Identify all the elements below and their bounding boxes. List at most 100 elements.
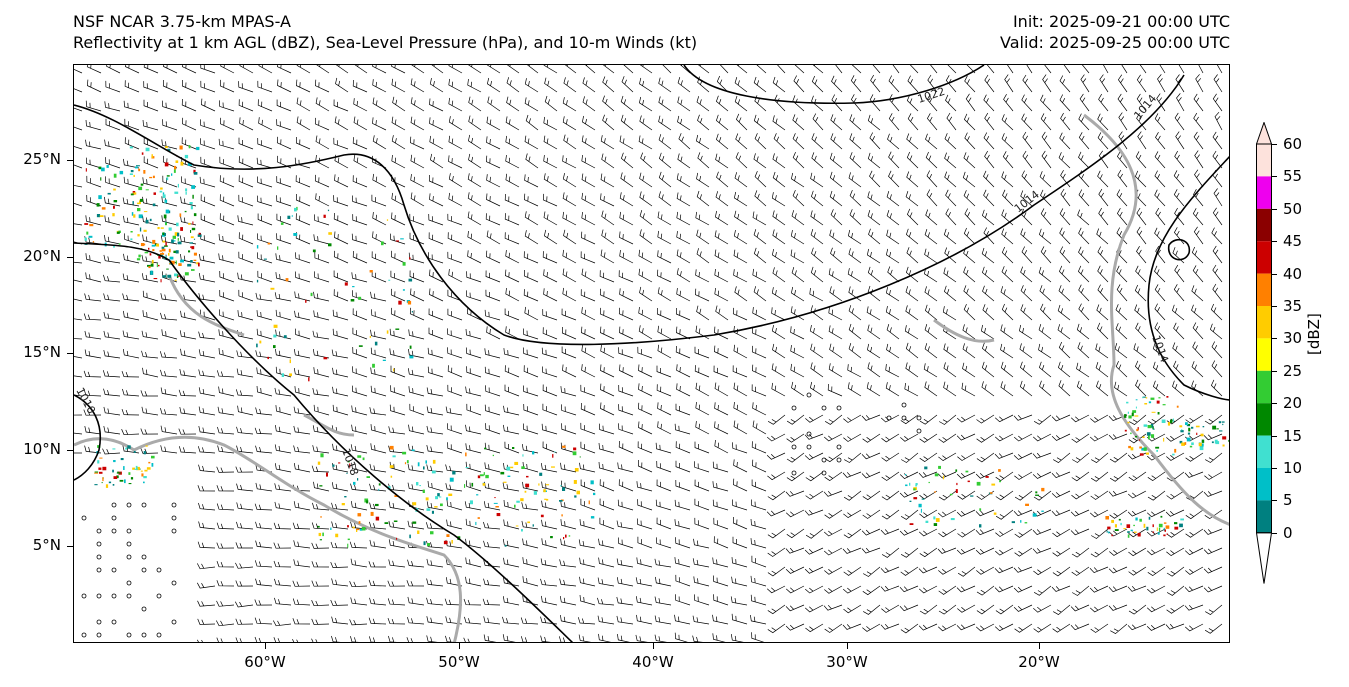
radar-echo	[197, 234, 202, 237]
radar-echo	[1114, 524, 1117, 528]
radar-echo	[1126, 401, 1129, 404]
isobar-label-1010: 1010	[74, 385, 98, 416]
calm-circle	[141, 554, 147, 560]
map-panel: 1022 1018 1014 1014 1014 1010	[73, 64, 1230, 643]
radar-echo	[283, 335, 287, 339]
radar-echo	[153, 192, 156, 195]
radar-echo	[174, 165, 177, 170]
radar-echo	[133, 192, 137, 195]
radar-echo	[129, 173, 133, 175]
radar-echo	[318, 532, 322, 537]
radar-echo	[191, 185, 195, 189]
radar-echo	[138, 168, 141, 172]
calm-circle	[126, 580, 132, 586]
radar-echo	[514, 504, 516, 508]
radar-echo	[157, 227, 160, 230]
radar-echo	[933, 516, 936, 520]
radar-echo	[162, 192, 165, 195]
radar-echo	[438, 496, 442, 498]
radar-echo	[347, 525, 349, 528]
radar-echo	[993, 512, 997, 515]
radar-echo	[389, 465, 394, 468]
radar-echo	[1156, 527, 1158, 531]
radar-echo	[273, 345, 276, 349]
calm-circle	[96, 593, 102, 599]
model-title: NSF NCAR 3.75-km MPAS-A	[73, 12, 291, 31]
radar-echo	[177, 183, 179, 188]
lon-label-20w: 20°W	[1018, 653, 1060, 671]
radar-echo	[99, 471, 103, 474]
radar-echo	[446, 534, 450, 537]
radar-echo	[141, 473, 144, 477]
radar-echo	[179, 213, 182, 217]
radar-echo	[184, 210, 187, 213]
radar-echo	[1142, 396, 1147, 398]
radar-echo	[128, 483, 132, 485]
colorbar-label: 45	[1283, 232, 1303, 251]
colorbar-segment	[1256, 338, 1272, 371]
radar-echo	[357, 478, 359, 481]
radar-echo	[431, 470, 436, 474]
radar-echo	[1215, 441, 1220, 445]
radar-echo	[1167, 422, 1171, 426]
radar-echo	[1128, 445, 1131, 449]
radar-echo	[196, 146, 200, 151]
radar-echo	[116, 472, 121, 474]
radar-echo	[145, 147, 150, 152]
radar-echo	[158, 255, 161, 259]
colorbar-segment	[1256, 468, 1272, 501]
radar-echo	[178, 263, 182, 266]
colorbar-tick	[1272, 306, 1277, 307]
radar-echo	[322, 532, 324, 537]
radar-echo	[506, 466, 511, 471]
radar-echo	[94, 472, 99, 474]
radar-echo	[152, 239, 156, 244]
radar-echo	[166, 177, 169, 181]
radar-echo	[86, 231, 89, 235]
radar-echo	[554, 451, 556, 453]
coastline-islands-east	[933, 318, 995, 343]
radar-echo	[533, 491, 537, 495]
radar-echo	[915, 484, 917, 487]
radar-echo	[1188, 423, 1191, 426]
radar-echo	[174, 279, 177, 281]
calm-wind-circles	[81, 392, 922, 638]
radar-echo	[151, 154, 153, 158]
radar-echo	[193, 213, 197, 217]
radar-echo	[989, 492, 993, 494]
radar-echo	[118, 243, 121, 245]
colorbar-tick	[1272, 241, 1277, 243]
radar-echo	[256, 245, 259, 249]
radar-echo	[190, 236, 194, 239]
calm-circle	[171, 502, 177, 508]
coastline-africa	[1083, 113, 1229, 526]
radar-echo	[162, 194, 166, 199]
radar-echo	[471, 482, 474, 487]
radar-echo	[167, 274, 172, 278]
radar-echo	[161, 248, 166, 252]
radar-echo	[148, 247, 150, 250]
radar-echo	[116, 231, 120, 234]
radar-echo	[164, 199, 168, 203]
radar-echo	[417, 462, 420, 467]
radar-echo	[173, 240, 176, 242]
radar-echo	[323, 357, 328, 360]
radar-echo	[130, 238, 133, 241]
radar-echo	[263, 258, 267, 260]
valid-time: Valid: 2025-09-25 00:00 UTC	[999, 33, 1230, 52]
coastline-south-america	[74, 435, 463, 642]
radar-echo	[319, 485, 323, 487]
lat-label-15n: 15°N	[23, 343, 61, 361]
radar-echo	[116, 475, 119, 479]
radar-echo	[1106, 530, 1108, 533]
radar-echo	[493, 502, 498, 504]
radar-echo	[510, 466, 514, 469]
radar-echo	[1181, 442, 1185, 446]
isobar-1014	[1147, 155, 1229, 401]
radar-echo	[1111, 534, 1113, 537]
radar-echo	[164, 201, 166, 204]
radar-echo	[1172, 453, 1175, 456]
radar-echo	[504, 544, 507, 547]
radar-echo	[1127, 421, 1130, 424]
radar-echo	[396, 537, 398, 540]
